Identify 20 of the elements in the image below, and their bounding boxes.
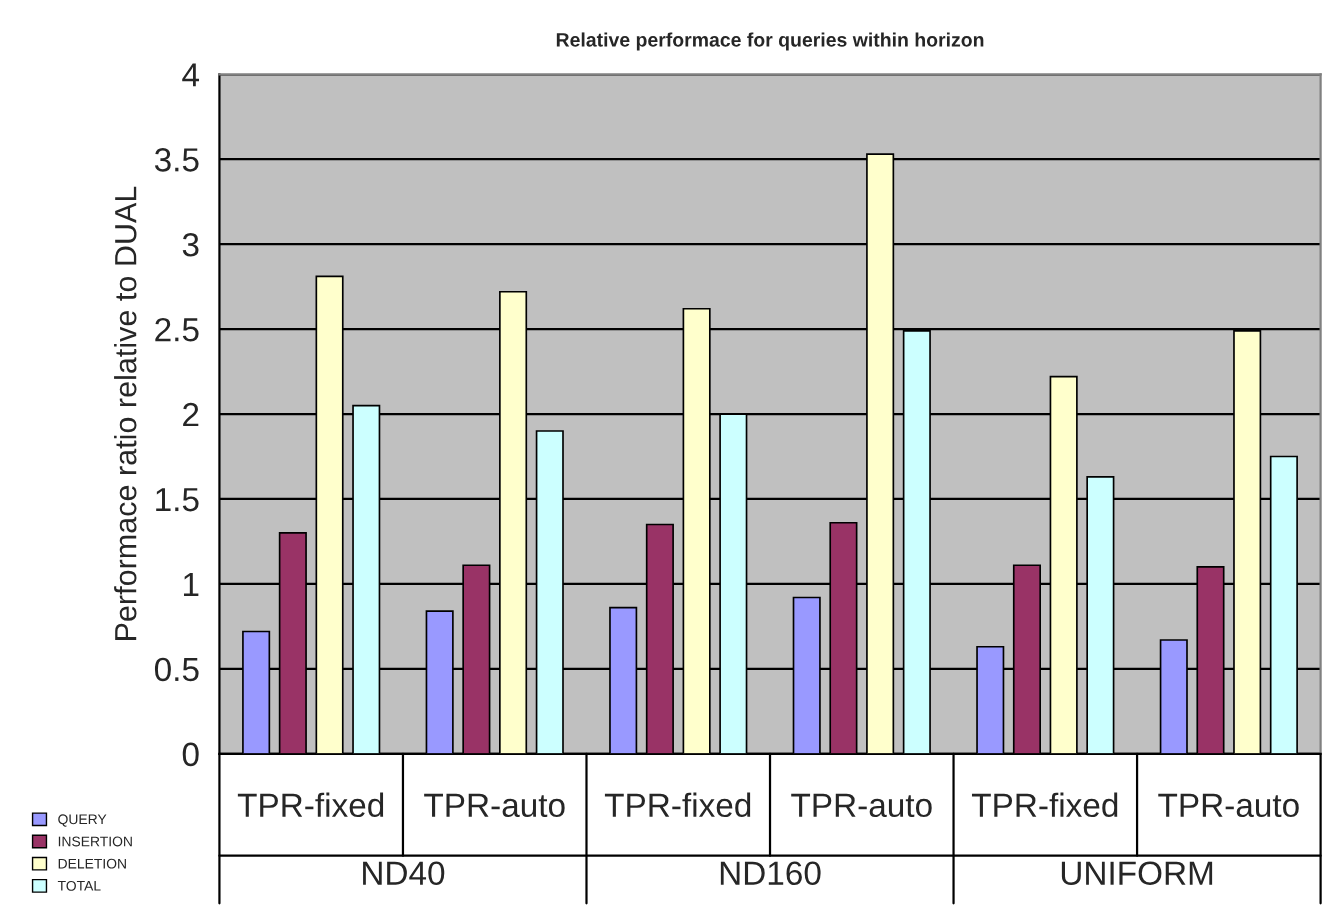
y-tick-label: 0 bbox=[182, 742, 199, 767]
y-tick-label: 2 bbox=[183, 402, 199, 427]
text: ND40 bbox=[363, 861, 445, 886]
y-tick-label: 2.5 bbox=[155, 317, 199, 342]
y-tick-label: 0.5 bbox=[154, 657, 199, 682]
x-tick-label: TPR-fixed bbox=[971, 792, 1118, 818]
y-tick-label: 1.5 bbox=[156, 488, 199, 512]
text: ND160 bbox=[720, 861, 821, 886]
y-tick-label: 3 bbox=[182, 232, 199, 257]
y-tick-label: 3.5 bbox=[154, 148, 199, 172]
y-axis-title: Performace ratio relative to DUAL bbox=[114, 186, 137, 640]
y-tick-label: 4 bbox=[182, 63, 200, 87]
x-tick-label: TPR-fixed bbox=[237, 792, 384, 818]
x-tick-label: TPR-fixed bbox=[604, 792, 751, 818]
x-tick-label: TPR-auto bbox=[791, 793, 932, 818]
y-tick-label: 1 bbox=[183, 573, 199, 596]
x-tick-label: TPR-auto bbox=[1158, 793, 1299, 818]
text: UNIFORM bbox=[1061, 861, 1213, 886]
x-tick-label: TPR-auto bbox=[424, 793, 565, 818]
chart-title: Relative performace for queries within horizon bbox=[556, 32, 984, 51]
